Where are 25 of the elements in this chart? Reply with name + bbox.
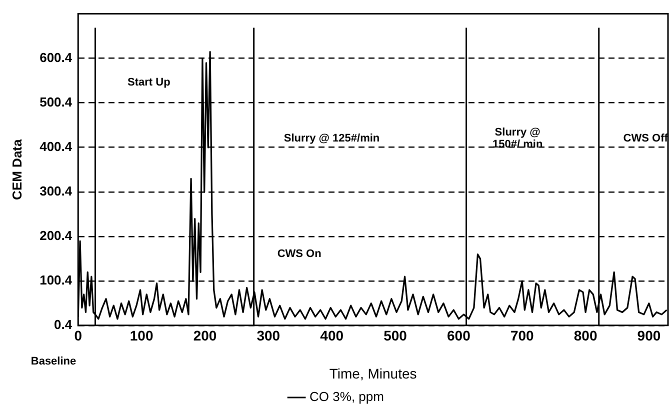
- y-tick-label: 100.4: [40, 272, 73, 288]
- x-tick-label: 0: [74, 328, 82, 344]
- x-tick-label: 100: [130, 328, 154, 344]
- x-axis-title: Time, Minutes: [329, 365, 417, 382]
- x-tick-label: 400: [320, 328, 344, 344]
- text: Baseline: [30, 355, 76, 368]
- annotation: CWS On: [277, 248, 322, 260]
- x-tick-label: 900: [637, 328, 661, 344]
- y-tick-label: 300.4: [40, 183, 73, 198]
- x-tick-label: 600: [447, 328, 471, 344]
- y-tick-label: 500.4: [40, 94, 73, 110]
- x-tick-label: 800: [574, 328, 598, 344]
- y-tick-label: 600.4: [40, 50, 73, 65]
- x-tick-label: 500: [384, 328, 408, 344]
- x-tick-label: 700: [510, 328, 534, 344]
- annotation: Start Up: [128, 76, 171, 88]
- x-tick-label: 200: [193, 328, 217, 344]
- annotation: Slurry @ 125#/min: [284, 132, 380, 144]
- legend-label: CO 3%, ppm: [310, 389, 384, 404]
- annotation: CWS Off: [623, 132, 668, 144]
- x-tick-label: 300: [256, 328, 280, 344]
- y-axis-title: CEM Data: [9, 138, 24, 200]
- y-tick-label: 200.4: [40, 228, 73, 243]
- y-tick-label: 0.4: [54, 316, 73, 332]
- y-tick-label: 400.4: [40, 138, 73, 154]
